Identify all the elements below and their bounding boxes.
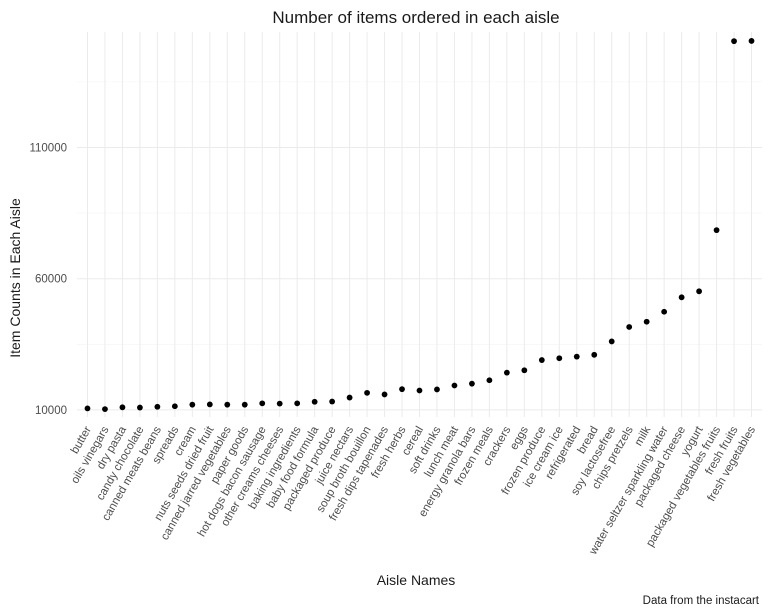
data-point (538, 357, 545, 363)
data-point (276, 400, 283, 407)
data-point (451, 382, 458, 389)
y-tick-label: 60000 (35, 274, 67, 286)
data-point (137, 404, 143, 411)
data-point (731, 38, 737, 45)
data-point (626, 324, 633, 330)
data-point (346, 394, 353, 401)
x-axis-title: Aisle Names (377, 572, 456, 588)
chart-title: Number of items ordered in each aisle (272, 8, 559, 27)
y-axis-title: Item Counts in Each Aisle (7, 198, 23, 358)
data-point (696, 288, 702, 295)
data-point (189, 401, 196, 408)
data-point (364, 389, 370, 396)
data-point (119, 404, 126, 411)
data-point (608, 338, 615, 345)
y-tick-label: 110000 (29, 142, 67, 154)
data-point (661, 308, 668, 315)
data-point (643, 318, 650, 325)
data-point (259, 400, 266, 407)
data-point (434, 386, 440, 393)
data-point (154, 403, 161, 410)
data-point (311, 398, 318, 405)
data-point (591, 351, 598, 358)
data-point (573, 353, 580, 360)
data-point (503, 369, 510, 376)
data-point (224, 401, 231, 408)
data-point (381, 391, 388, 398)
data-point (416, 387, 423, 394)
chart-caption: Data from the instacart (643, 595, 760, 607)
data-point (556, 355, 563, 362)
data-point (102, 406, 108, 413)
data-point (521, 367, 528, 374)
data-point (84, 405, 91, 412)
data-point (713, 227, 720, 234)
data-point (486, 377, 493, 384)
data-point (678, 294, 685, 301)
data-point (329, 398, 336, 405)
grid (77, 32, 762, 417)
data-point (171, 403, 178, 410)
y-tick-label: 10000 (35, 405, 67, 417)
data-point (206, 401, 213, 408)
y-axis-ticks: 10000 60000 110000 (29, 142, 67, 416)
data-point (294, 400, 301, 407)
data-point (399, 386, 405, 393)
data-point (748, 38, 755, 44)
data-point (241, 401, 248, 408)
data-points (84, 38, 755, 413)
data-point (469, 380, 475, 387)
